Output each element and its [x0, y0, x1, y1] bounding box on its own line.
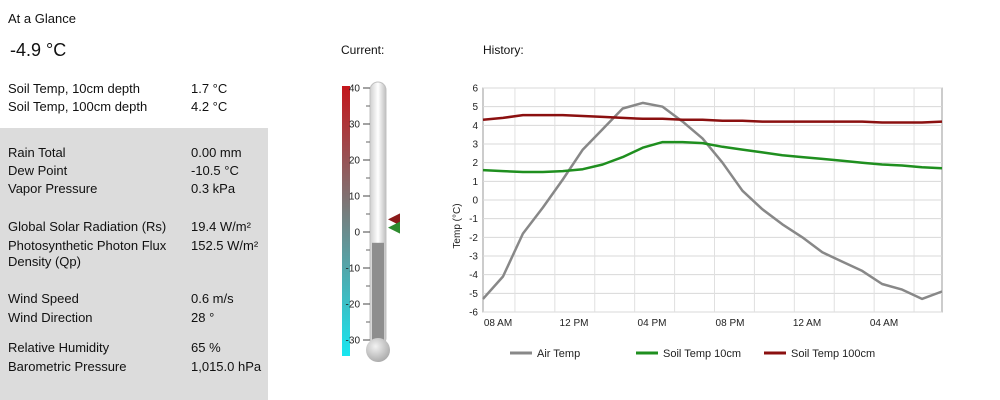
soil-100cm-label: Soil Temp, 100cm depth — [8, 99, 148, 114]
x-tick-label: 04 PM — [638, 318, 667, 329]
wind-speed-value: 0.6 m/s — [191, 291, 234, 306]
y-tick-label: 1 — [472, 177, 478, 188]
y-tick-label: -3 — [469, 252, 478, 263]
humidity-value: 65 % — [191, 340, 221, 355]
solar-radiation-label: Global Solar Radiation (Rs) — [8, 219, 167, 234]
y-tick-label: -6 — [469, 308, 478, 319]
mercury-column — [372, 242, 384, 346]
legend-label: Soil Temp 10cm — [663, 348, 741, 360]
y-tick-label: 2 — [472, 158, 478, 169]
photon-flux-value: 152.5 W/m² — [191, 238, 259, 253]
y-tick-label: -2 — [469, 233, 478, 244]
y-axis-label: Temp (°C) — [452, 203, 463, 248]
soil-100cm-value: 4.2 °C — [191, 99, 228, 114]
series-line-1 — [482, 140, 943, 174]
thermo-tick-label: 20 — [349, 156, 361, 167]
vapor-pressure-value: 0.3 kPa — [191, 181, 236, 196]
color-scale — [342, 86, 350, 356]
history-label: History: — [483, 43, 524, 57]
solar-radiation-value: 19.4 W/m² — [191, 219, 251, 234]
y-tick-label: 6 — [472, 84, 478, 95]
x-tick-label: 08 PM — [716, 318, 745, 329]
rain-total-label: Rain Total — [8, 145, 66, 160]
legend-label: Soil Temp 100cm — [791, 348, 875, 360]
x-tick-label: 12 AM — [793, 318, 821, 329]
thermo-marker — [388, 213, 400, 226]
dew-point-value: -10.5 °C — [191, 163, 239, 178]
thermo-tick-label: 30 — [349, 120, 361, 131]
thermo-tick-label: 40 — [349, 84, 361, 95]
vapor-pressure-label: Vapor Pressure — [8, 181, 98, 196]
wind-speed-label: Wind Speed — [8, 291, 79, 306]
y-tick-label: -1 — [469, 214, 478, 225]
series-line-2 — [482, 113, 943, 124]
y-tick-label: 5 — [472, 102, 478, 113]
thermo-tick-label: -30 — [346, 336, 361, 347]
soil-10cm-label: Soil Temp, 10cm depth — [8, 81, 140, 96]
thermometer: 40 30 20 10 0 -10 -20 -30 — [342, 81, 400, 362]
wind-direction-value: 28 ° — [191, 310, 215, 325]
current-temperature: -4.9 °C — [10, 40, 67, 60]
page-title: At a Glance — [8, 11, 76, 26]
dew-point-label: Dew Point — [8, 163, 68, 178]
soil-10cm-value: 1.7 °C — [191, 81, 228, 96]
y-tick-label: 4 — [472, 121, 478, 132]
x-tick-label: 08 AM — [484, 318, 512, 329]
thermo-tick-label: 0 — [354, 228, 360, 239]
details-panel — [0, 128, 268, 400]
x-tick-label: 04 AM — [870, 318, 898, 329]
y-tick-label: 0 — [472, 196, 478, 207]
thermo-tick-label: -10 — [346, 264, 361, 275]
thermo-marker — [388, 221, 400, 234]
thermo-tick-label: 10 — [349, 192, 361, 203]
pressure-label: Barometric Pressure — [8, 359, 127, 374]
x-tick-label: 12 PM — [560, 318, 589, 329]
rain-total-value: 0.00 mm — [191, 145, 242, 160]
y-tick-label: 3 — [472, 140, 478, 151]
y-tick-label: -4 — [469, 270, 478, 281]
thermo-tick-label: -20 — [346, 300, 361, 311]
humidity-label: Relative Humidity — [8, 340, 110, 355]
pressure-value: 1,015.0 hPa — [191, 359, 262, 374]
wind-direction-label: Wind Direction — [8, 310, 93, 325]
y-tick-label: -5 — [469, 289, 478, 300]
photon-flux-label: Photosynthetic Photon Flux Density (Qp) — [8, 238, 167, 269]
series-line-0 — [482, 101, 943, 301]
current-label: Current: — [341, 43, 385, 57]
legend-label: Air Temp — [537, 348, 580, 360]
history-chart: 6 5 4 3 2 1 0 -1 -2 -3 -4 -5 -6 08 AM 12 PM 04 PM 08 PM… — [452, 84, 943, 360]
thermometer-bulb — [366, 338, 390, 362]
